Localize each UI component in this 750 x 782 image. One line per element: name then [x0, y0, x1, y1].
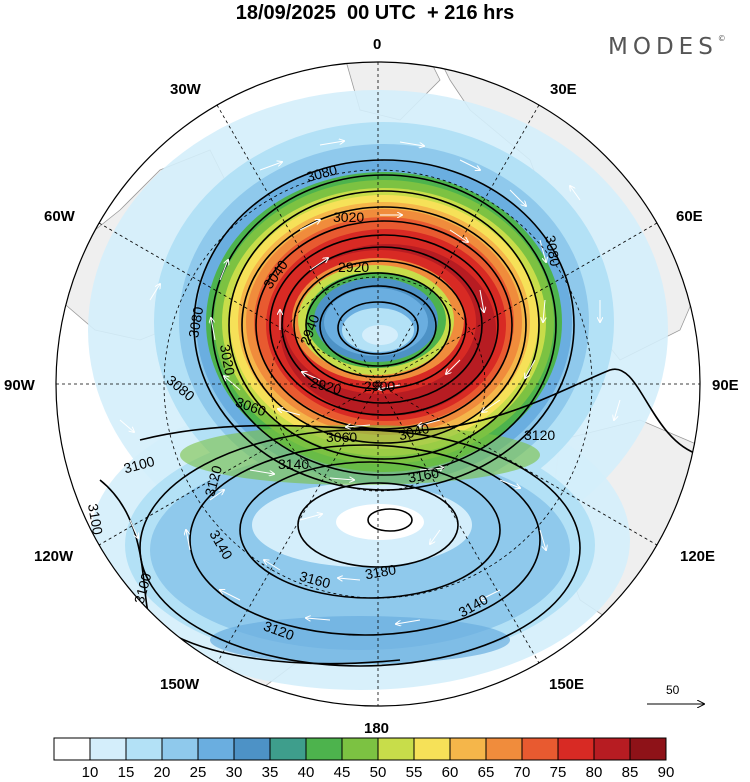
colorbar-tick-label: 50 [369, 764, 387, 781]
colorbar-tick-label: 90 [657, 764, 675, 781]
colorbar-tick-label: 85 [621, 764, 639, 781]
colorbar-swatch [53, 737, 91, 761]
map-boundary [55, 61, 701, 707]
contour-label: 3100 [131, 571, 155, 605]
wind-vectors [119, 141, 621, 624]
colorbar-tick-label: 30 [225, 764, 243, 781]
contour-label: 3060 [326, 429, 357, 445]
colorbar-tick-label: 35 [261, 764, 279, 781]
lon-label-150e: 150E [549, 676, 584, 693]
colorbar-swatch [377, 737, 415, 761]
reference-vector-label: 50 [666, 683, 680, 697]
lon-label-60w: 60W [44, 208, 76, 225]
colorbar-swatch [125, 737, 163, 761]
colorbar-tick-label: 15 [117, 764, 135, 781]
colorbar-swatch [449, 737, 487, 761]
colorbar-swatch [485, 737, 523, 761]
contour-label: 2900 [364, 378, 395, 394]
colorbar-tick-label: 45 [333, 764, 351, 781]
colorbar-swatch [557, 737, 595, 761]
contour-label: 3120 [201, 464, 225, 498]
longitude-labels: 0 30W 60W 90W 120W 150W 180 30E 60E 90E … [4, 36, 739, 737]
contour-label: 3160 [407, 465, 441, 486]
colorbar-swatch [161, 737, 199, 761]
colorbar-tick-label: 65 [477, 764, 495, 781]
colorbar-swatch [197, 737, 235, 761]
contour-label: 3080 [542, 234, 563, 268]
lon-label-180: 180 [364, 720, 389, 737]
lon-label-90e: 90E [712, 377, 739, 394]
contour-label: 3080 [185, 305, 206, 339]
colorbar-swatch [89, 737, 127, 761]
lon-label-120w: 120W [34, 548, 74, 565]
map-title: 18/09/2025 00 UTC + 216 hrs [235, 2, 515, 24]
colorbar-tick-label: 75 [549, 764, 567, 781]
modes-logo: MODES© [608, 34, 726, 60]
colorbar-swatch [305, 737, 343, 761]
contour-label: 3020 [333, 209, 364, 225]
colorbar-swatch [629, 737, 667, 761]
lon-label-60e: 60E [676, 208, 703, 225]
graticule [56, 62, 700, 706]
lon-label-0: 0 [373, 36, 381, 53]
contour-label: 3040 [397, 420, 431, 444]
colorbar-swatch [593, 737, 631, 761]
contour-label: 3160 [298, 568, 332, 592]
colorbar-tick-label: 55 [405, 764, 423, 781]
colorbar [53, 737, 667, 761]
colorbar-tick-label: 10 [81, 764, 99, 781]
contour-label: 3080 [305, 161, 339, 185]
contour-label: 3100 [85, 502, 106, 536]
contour-label: 3020 [217, 343, 238, 377]
lon-label-30w: 30W [170, 81, 202, 98]
lon-label-90w: 90W [4, 377, 36, 394]
contour-label: 3140 [278, 456, 309, 472]
colorbar-swatch [269, 737, 307, 761]
colorbar-tick-label: 80 [585, 764, 603, 781]
colorbar-swatch [521, 737, 559, 761]
colorbar-swatch [341, 737, 379, 761]
colorbar-swatch [233, 737, 271, 761]
lon-label-30e: 30E [550, 81, 577, 98]
contour-label: 3180 [364, 561, 398, 582]
colorbar-tick-label: 20 [153, 764, 171, 781]
colorbar-tick-label: 25 [189, 764, 207, 781]
colorbar-swatch [413, 737, 451, 761]
colorbar-tick-label: 40 [297, 764, 315, 781]
contour-label: 2920 [338, 259, 369, 275]
contour-label: 3120 [524, 427, 555, 443]
contour-label: 3100 [122, 453, 156, 477]
contour-label: 2920 [309, 374, 343, 398]
lon-label-150w: 150W [160, 676, 200, 693]
colorbar-tick-label: 70 [513, 764, 531, 781]
colorbar-tick-label: 60 [441, 764, 459, 781]
lon-label-120e: 120E [680, 548, 715, 565]
